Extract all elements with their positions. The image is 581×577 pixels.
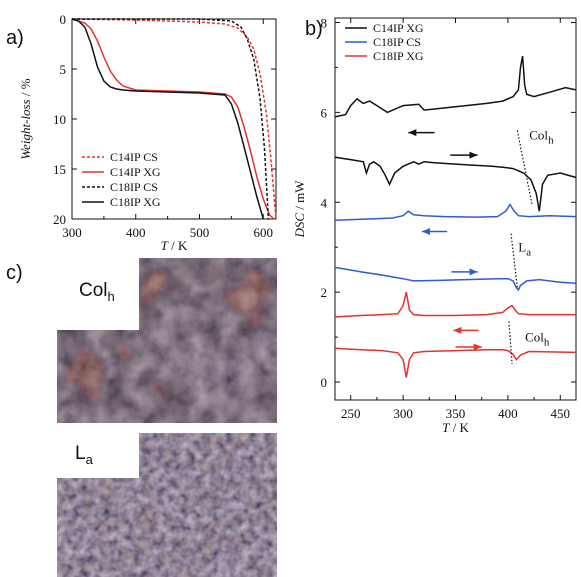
series-line	[72, 18, 270, 220]
x-tick-label: 500	[190, 225, 210, 240]
x-tick-label: 400	[126, 225, 146, 240]
y-tick-label: 4	[321, 195, 328, 210]
direction-arrow-head	[421, 227, 430, 235]
x-tick-label: 600	[254, 225, 274, 240]
series-line	[71, 18, 277, 220]
phase-annotation: Colh	[525, 330, 550, 349]
legend-label: C18IP CS	[373, 35, 421, 49]
panel-label-b: b)	[305, 18, 323, 40]
series-line	[334, 203, 577, 221]
legend-label: C14IP XG	[110, 165, 161, 179]
micrograph-colh-label: Colh	[79, 280, 115, 304]
y-tick-label: 5	[60, 62, 67, 77]
legend-label: C18IP CS	[110, 180, 158, 194]
plot-frame	[71, 18, 277, 220]
x-tick-label: 300	[393, 406, 413, 421]
series-line	[334, 156, 577, 212]
micrograph-la-label: La	[75, 443, 93, 467]
x-tick-label: 400	[498, 406, 518, 421]
panel-label-a: a)	[6, 27, 24, 49]
micrograph-colh: Colh	[57, 258, 277, 423]
series-line	[334, 266, 577, 292]
series-line	[334, 347, 577, 378]
direction-arrow-head	[469, 268, 478, 276]
x-tick-label: 450	[551, 406, 571, 421]
series-line	[71, 18, 265, 220]
y-tick-label: 6	[321, 105, 328, 120]
legend-label: C14IP CS	[110, 150, 158, 164]
y-tick-label: 20	[53, 212, 66, 227]
transition-guide	[510, 233, 518, 288]
y-tick-label: 10	[53, 112, 66, 127]
micrograph-la: La	[57, 433, 277, 577]
direction-arrow-head	[453, 326, 462, 334]
micrograph-la-texture	[57, 433, 277, 577]
direction-arrow-head	[469, 151, 478, 159]
panel-label-c: c)	[6, 262, 23, 284]
dsc-chart: 250 300 350 400 450 0 2 4 6 8 T / K DSC / mW Colh La C…	[292, 15, 577, 435]
phase-annotation: Colh	[529, 127, 554, 146]
micrograph-la-label-box: La	[57, 433, 139, 478]
y-tick-label: 8	[321, 15, 328, 30]
x-tick-label: 350	[446, 406, 466, 421]
y-tick-label: 15	[53, 162, 66, 177]
series-line	[334, 56, 577, 118]
y-axis-label: DSC / mW	[292, 180, 307, 239]
micrograph-colh-label-box: Colh	[57, 258, 139, 330]
legend-label: C18IP XG	[373, 49, 424, 63]
y-tick-label: 0	[321, 375, 328, 390]
phase-annotation: La	[518, 240, 531, 259]
x-axis-label: T / K	[161, 238, 188, 253]
direction-arrow-head	[473, 343, 482, 351]
y-axis-label: Weight-loss / %	[18, 78, 33, 159]
x-tick-label: 250	[341, 406, 361, 421]
tga-chart: 300 400 500 600 0 5 10 15 20 T / K Weight-loss / %…	[18, 12, 277, 253]
transition-guide	[508, 321, 513, 365]
x-tick-label: 300	[62, 225, 82, 240]
y-tick-label: 2	[321, 285, 328, 300]
direction-arrow-head	[408, 129, 417, 137]
legend-label: C14IP XG	[373, 21, 424, 35]
legend-label: C18IP XG	[110, 195, 161, 209]
x-axis-label: T / K	[442, 420, 469, 435]
series-line	[71, 18, 275, 220]
y-tick-label: 0	[60, 12, 67, 27]
series-line	[334, 291, 576, 318]
